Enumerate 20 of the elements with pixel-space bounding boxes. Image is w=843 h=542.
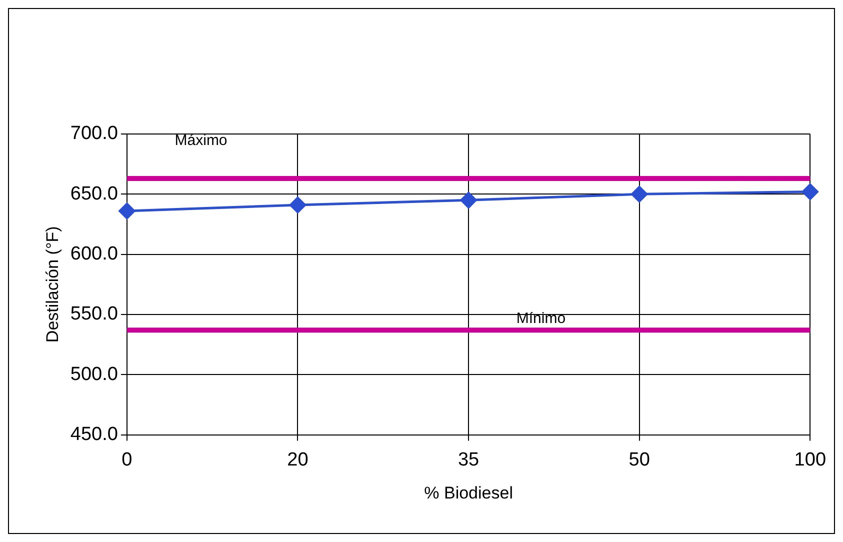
y-tick-label: 500.0 [70, 364, 118, 385]
point [118, 202, 136, 220]
y-tick-label: 450.0 [70, 424, 118, 446]
ref-line-label: Mínimo [516, 310, 566, 327]
point [802, 184, 818, 200]
y-tick-label: 550.0 [70, 304, 118, 325]
point [460, 192, 477, 208]
x-tick-label: 35 [458, 449, 480, 470]
y-tick-label: 600.0 [70, 244, 118, 265]
ref-line-label: Máximo [174, 132, 228, 150]
y-axis-title: Destilación (°F) [42, 226, 62, 343]
x-axis-title: % Biodiesel [424, 483, 513, 502]
point [631, 186, 648, 202]
y-tick-label: 700.0 [70, 123, 118, 144]
x-tick-label: 0 [122, 449, 132, 470]
x-tick-label: 20 [287, 449, 308, 470]
x-tick-label: 50 [628, 449, 650, 470]
y-tick-label: 650.0 [70, 183, 118, 204]
point [289, 196, 306, 214]
x-tick-label: 100 [794, 449, 826, 470]
